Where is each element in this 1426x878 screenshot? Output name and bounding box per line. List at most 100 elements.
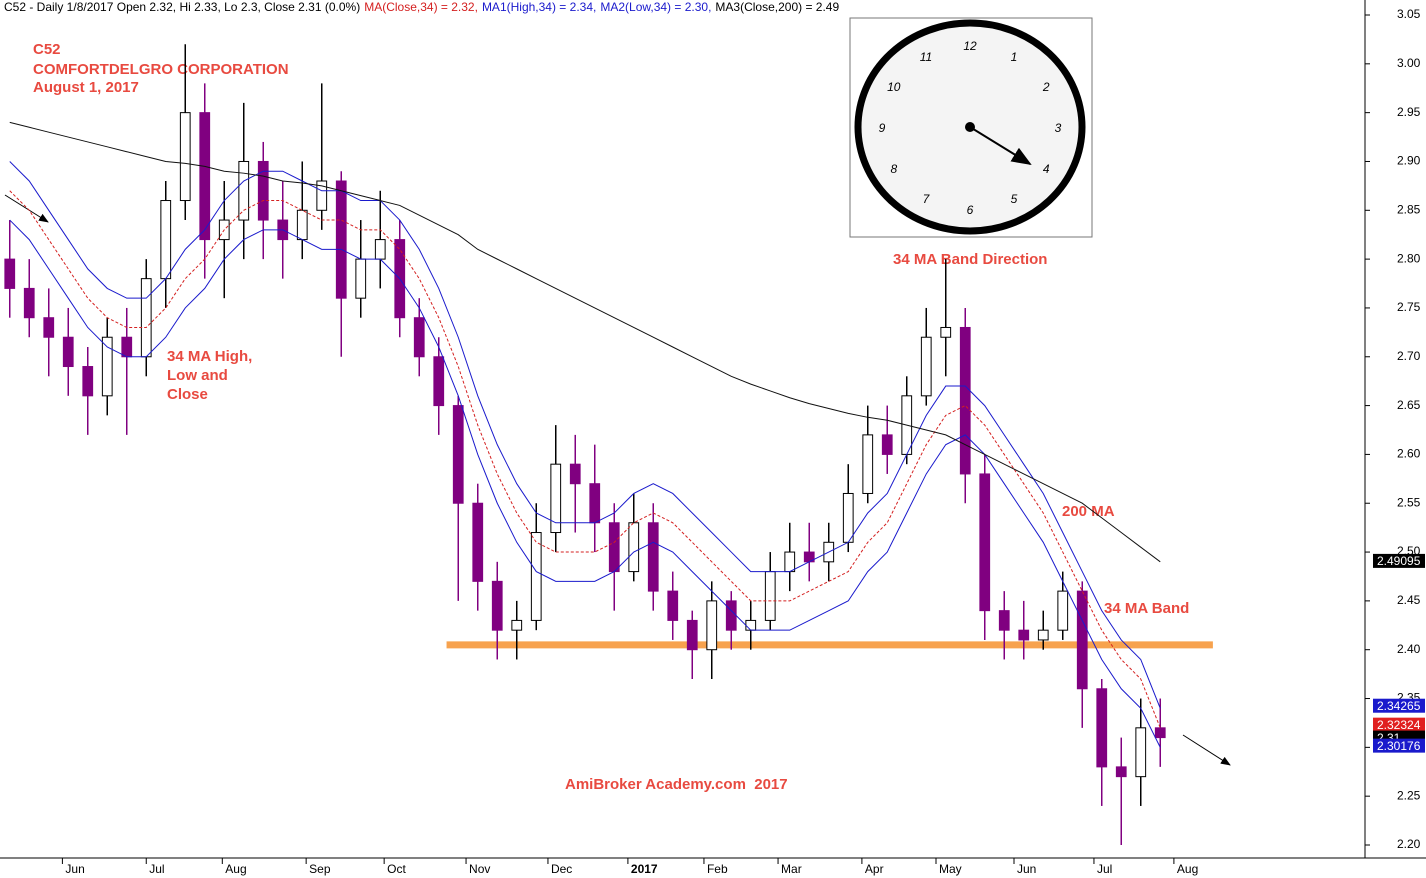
candle-body [1037,629,1049,641]
candle-body [608,522,620,573]
candle-body [862,434,874,494]
header: C52 - Daily 1/8/2017 Open 2.32, Hi 2.33,… [4,0,839,14]
x-tick-label: Jun [65,862,84,876]
candle-body [764,571,776,621]
candle-body [842,492,854,543]
clock-number: 6 [967,203,974,217]
candle-body [140,278,152,358]
clock-number: 9 [879,121,886,135]
annotation: Low and [167,367,228,384]
candle-body [647,522,659,592]
y-tick-label: 2.70 [1397,349,1421,363]
x-tick-label: Apr [865,862,884,876]
price-tag [1373,717,1425,732]
annotation: C52 [33,41,61,58]
x-tick-label: Jul [149,862,164,876]
candle-body [413,317,425,358]
y-tick-label: 2.95 [1397,105,1421,119]
annotation: Close [167,386,208,403]
price-tag-label: 2.34265 [1377,699,1421,713]
x-tick-label: 2017 [631,862,658,876]
clock-number: 4 [1043,162,1050,176]
clock-number: 12 [963,39,977,53]
y-tick-label: 3.00 [1397,56,1421,70]
price-tag-label: 2.49095 [1377,554,1421,568]
header-part: MA(Close,34) = 2.32, [364,0,478,14]
ma-line [9,121,1161,563]
price-tag-label: 2.32324 [1377,718,1421,732]
candle-body [101,336,113,397]
y-tick-label: 3.05 [1397,7,1421,21]
candle-body [472,502,484,582]
annotation: 34 MA Band Direction [893,251,1047,268]
x-tick-label: Dec [551,862,572,876]
annotation: 34 MA Band [1104,600,1189,617]
candle-body [121,336,133,358]
annotation: COMFORTDELGRO CORPORATION [33,61,289,78]
candle-body [920,336,932,397]
candle-body [1096,688,1108,768]
candle-body [686,619,698,651]
candle-body [1115,766,1127,778]
clock-number: 5 [1011,192,1018,206]
clock-number: 8 [890,162,897,176]
price-tag [1373,698,1425,713]
ma-line [9,161,1161,709]
header-part: MA2(Low,34) = 2.30, [600,0,711,14]
x-tick-label: Nov [469,862,490,876]
clock-number: 7 [923,192,931,206]
x-tick-label: Jun [1017,862,1036,876]
candle-body [1057,590,1069,631]
y-tick-label: 2.55 [1397,495,1421,509]
clock-number: 11 [920,50,932,64]
candle-body [589,483,601,524]
y-tick-label: 2.25 [1397,788,1421,802]
clock-number: 2 [1042,80,1050,94]
candle-body [355,258,367,299]
clock-hand [969,126,1032,166]
x-tick-label: Oct [387,862,406,876]
header-part: C52 - Daily 1/8/2017 Open 2.32, Hi 2.33,… [4,0,360,14]
candle-body [998,610,1010,631]
header-part: MA1(High,34) = 2.34, [482,0,596,14]
plot [4,44,1213,845]
arrow [4,194,49,223]
candle-body [706,600,718,651]
y-tick-label: 2.45 [1397,593,1421,607]
candle-body [745,619,757,631]
price-tag [1373,738,1425,753]
ma-line [9,219,1161,748]
candle-body [511,619,523,631]
candle-body [62,336,74,368]
y-tick-label: 2.90 [1397,154,1421,168]
y-tick-label: 2.75 [1397,300,1421,314]
candle-body [530,532,542,621]
y-tick-label: 2.20 [1397,837,1421,851]
clock-center [965,122,975,132]
candle-body [569,463,581,485]
y-tick-label: 2.85 [1397,202,1421,216]
header-part: MA3(Close,200) = 2.49 [715,0,839,14]
x-tick-label: Jul [1097,862,1112,876]
candle-body [1076,590,1088,690]
candle-body [491,580,503,631]
y-tick-label: 2.80 [1397,251,1421,265]
candle-body [4,258,16,289]
candle-body [316,180,328,211]
annotation: AmiBroker Academy.com 2017 [565,776,788,793]
candle-body [784,551,796,573]
clock-number: 3 [1055,121,1062,135]
candle-body [1018,629,1030,641]
clock-number: 1 [1011,50,1018,64]
candle-body [628,522,640,573]
candle-body [959,326,971,475]
candle-body [335,180,347,299]
candle-body [550,463,562,534]
x-tick-label: Mar [781,862,802,876]
candle-body [238,160,250,221]
candle-body [23,287,35,319]
y-tick-label: 2.60 [1397,447,1421,461]
candle-body [979,473,991,612]
arrow [1182,734,1231,766]
